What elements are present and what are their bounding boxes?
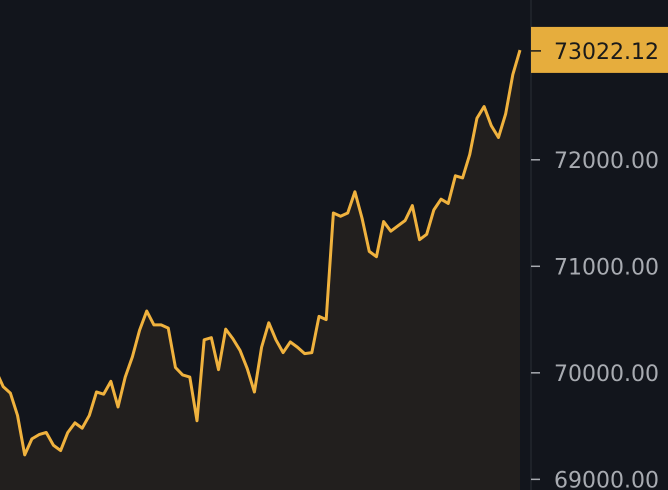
current-price-badge [531,26,668,73]
series-line [0,49,522,457]
y-tick-label: 72000.00 [554,149,659,174]
y-tick-label: 69000.00 [554,468,659,490]
y-tick-label: 70000.00 [554,362,659,387]
current-price-marker: 73022.12 [531,26,668,73]
current-price-label: 73022.12 [554,40,659,65]
y-tick-label: 71000.00 [554,255,659,280]
series-area-fill [0,50,520,490]
y-axis-ticks: 72000.00 71000.00 70000.00 69000.00 [531,149,659,490]
